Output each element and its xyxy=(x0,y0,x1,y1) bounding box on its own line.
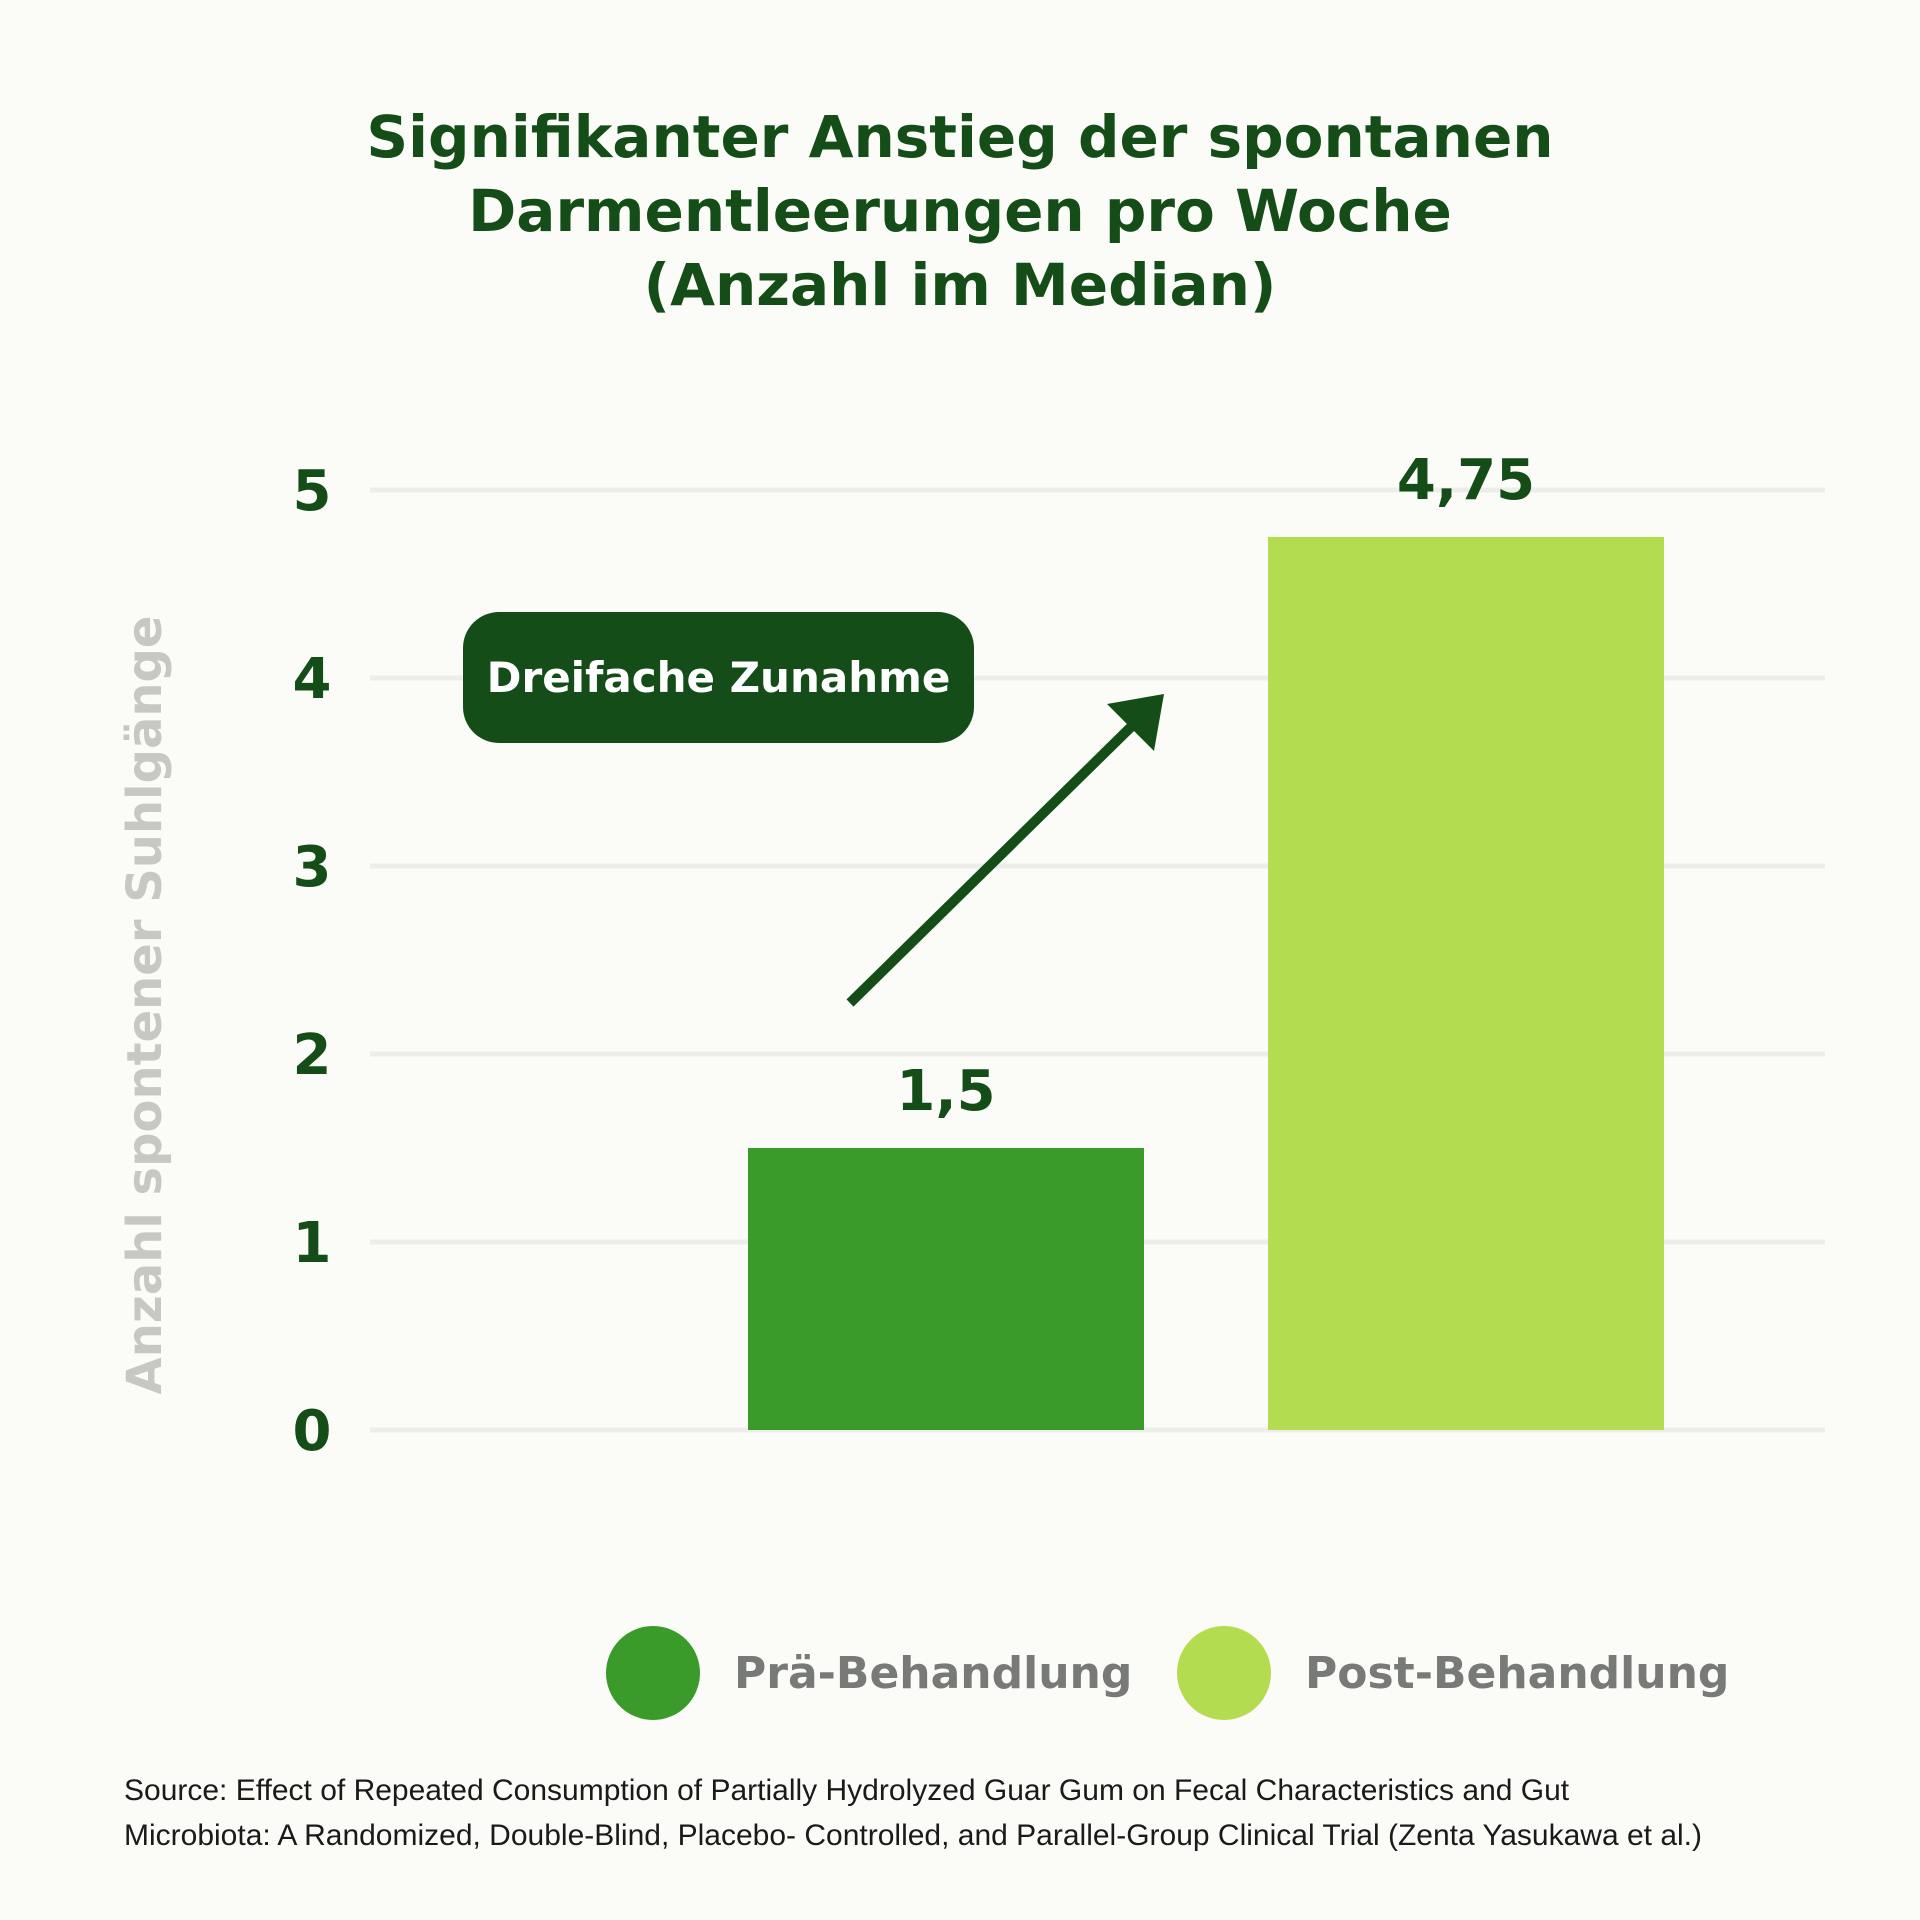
legend-swatch-pre xyxy=(606,1626,700,1720)
legend-swatch-post xyxy=(1177,1626,1271,1720)
y-tick-label-1: 1 xyxy=(293,1211,332,1276)
source-line-1: Source: Effect of Repeated Consumption o… xyxy=(124,1774,1570,1807)
bar-post xyxy=(1268,537,1664,1430)
y-tick-label-5: 5 xyxy=(293,459,332,524)
source-line-2: Microbiota: A Randomized, Double-Blind, … xyxy=(124,1819,1703,1852)
y-tick-label-2: 2 xyxy=(293,1023,332,1088)
y-tick-label-0: 0 xyxy=(293,1399,332,1464)
y-tick-label-4: 4 xyxy=(293,647,332,712)
annotation-callout: Dreifache Zunahme xyxy=(463,612,974,743)
bar-pre xyxy=(748,1148,1144,1430)
data-label-post: 4,75 xyxy=(1397,448,1535,513)
annotation-arrow-head xyxy=(1107,694,1164,751)
annotation-arrow-shaft xyxy=(846,719,1139,1007)
y-tick-label-3: 3 xyxy=(293,835,332,900)
chart-title-line-2: Darmentleerungen pro Woche xyxy=(468,177,1452,245)
chart-title-line-3: (Anzahl im Median) xyxy=(643,251,1277,319)
data-label-pre: 1,5 xyxy=(896,1059,995,1124)
legend-item-post: Post-Behandlung xyxy=(1177,1625,1729,1721)
source-citation: Source: Effect of Repeated Consumption o… xyxy=(124,1768,1844,1858)
chart-title-line-1: Signifikanter Anstieg der spontanen xyxy=(366,103,1554,171)
chart-title: Signifikanter Anstieg der spontanen Darm… xyxy=(0,100,1920,322)
legend-item-pre: Prä-Behandlung xyxy=(606,1625,1132,1721)
legend-label-post: Post-Behandlung xyxy=(1305,1647,1730,1699)
legend-label-pre: Prä-Behandlung xyxy=(734,1647,1133,1699)
annotation-text: Dreifache Zunahme xyxy=(486,653,951,702)
